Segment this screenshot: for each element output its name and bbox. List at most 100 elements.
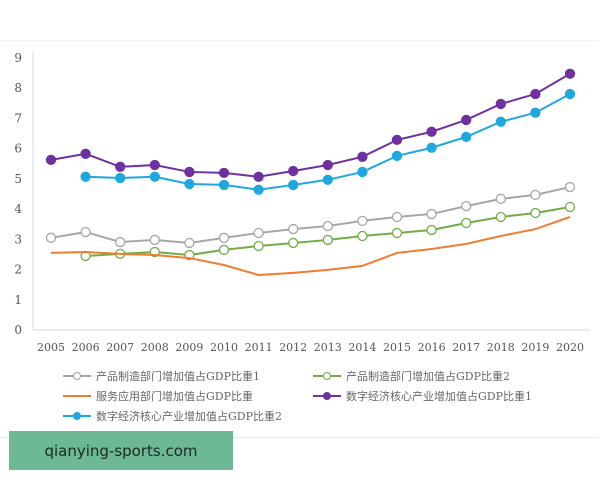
data-point <box>184 166 195 178</box>
x-tick-label: 2018 <box>487 341 515 354</box>
data-point <box>564 181 576 193</box>
data-point <box>218 232 230 243</box>
chart-frame <box>0 40 598 438</box>
data-point <box>288 179 299 191</box>
data-point <box>564 88 576 100</box>
legend-item: 数字经济核心产业增加值占GDP比重1 <box>312 388 532 404</box>
legend-item: 产品制造部门增加值占GDP比重2 <box>312 368 510 384</box>
data-point <box>253 240 264 252</box>
data-point <box>391 150 403 162</box>
data-point <box>530 189 541 201</box>
legend-marker-icon <box>63 412 91 420</box>
data-point <box>426 224 437 236</box>
data-point <box>288 165 299 177</box>
data-point <box>253 171 264 182</box>
data-point <box>530 88 541 100</box>
x-tick-label: 2019 <box>521 341 549 354</box>
data-point <box>80 226 91 238</box>
x-tick-label: 2016 <box>418 341 446 354</box>
y-tick-label: 7 <box>14 111 22 125</box>
x-tick-label: 2015 <box>383 341 411 354</box>
data-point <box>322 220 333 232</box>
watermark: qianying-sports.com <box>9 431 233 470</box>
x-tick-label: 2011 <box>245 341 273 354</box>
x-tick-label: 2020 <box>556 341 584 354</box>
data-point <box>253 227 264 239</box>
legend-label: 数字经济核心产业增加值占GDP比重2 <box>96 410 283 423</box>
legend-label: 产品制造部门增加值占GDP比重2 <box>346 370 511 383</box>
data-point <box>288 237 299 249</box>
data-point <box>461 114 472 126</box>
y-tick-label: 6 <box>14 142 22 156</box>
legend-dot <box>323 392 331 400</box>
y-tick-label: 4 <box>14 202 22 216</box>
data-point <box>426 208 437 220</box>
x-tick-label: 2014 <box>348 341 376 354</box>
data-point <box>322 174 333 185</box>
data-point <box>322 234 333 246</box>
x-tick-label: 2013 <box>314 341 342 354</box>
data-point <box>322 159 333 171</box>
data-point <box>115 172 126 184</box>
y-tick-label: 1 <box>14 293 22 307</box>
data-point <box>149 234 160 246</box>
legend-marker-icon <box>313 392 341 400</box>
data-point <box>461 200 472 212</box>
y-tick-label: 5 <box>14 172 22 186</box>
data-point <box>495 98 506 110</box>
x-tick-label: 2006 <box>72 341 100 354</box>
data-point <box>149 171 160 182</box>
legend-label: 服务应用部门增加值占GDP比重 <box>96 390 254 403</box>
data-point <box>530 207 541 219</box>
data-point <box>564 201 576 213</box>
data-point <box>495 193 506 204</box>
legend-item: 数字经济核心产业增加值占GDP比重2 <box>62 408 282 424</box>
data-point <box>426 126 437 137</box>
x-tick-label: 2012 <box>279 341 307 354</box>
data-point <box>564 68 576 79</box>
data-point <box>357 166 368 178</box>
data-point <box>357 215 368 227</box>
x-tick-label: 2017 <box>452 341 480 354</box>
data-point <box>357 151 368 162</box>
series-line <box>50 216 571 277</box>
y-tick-label: 2 <box>14 263 22 277</box>
data-point <box>184 237 195 249</box>
legend-marker-icon <box>63 372 91 380</box>
x-tick-label: 2005 <box>37 341 65 354</box>
data-point <box>80 148 91 159</box>
legend-marker-icon <box>313 372 341 380</box>
data-point <box>426 142 437 153</box>
series-line <box>50 72 571 178</box>
data-point <box>495 211 506 223</box>
data-point <box>530 107 541 118</box>
legend-item: 服务应用部门增加值占GDP比重 <box>62 388 253 404</box>
x-tick-label: 2008 <box>141 341 169 354</box>
data-point <box>115 161 126 172</box>
y-tick-label: 0 <box>14 323 22 337</box>
legend-label: 产品制造部门增加值占GDP比重1 <box>96 370 261 383</box>
legend-dot <box>73 372 81 380</box>
data-point <box>253 184 264 195</box>
y-tick-label: 9 <box>14 51 22 65</box>
legend-label: 数字经济核心产业增加值占GDP比重1 <box>346 390 533 403</box>
y-tick-label: 8 <box>14 81 22 95</box>
data-point <box>391 134 403 146</box>
x-tick-label: 2009 <box>175 341 203 354</box>
data-point <box>149 159 160 171</box>
data-point <box>461 217 472 229</box>
data-point <box>218 179 230 191</box>
legend-marker-icon <box>63 395 91 397</box>
data-point <box>45 232 57 243</box>
data-point <box>45 154 57 165</box>
data-point <box>218 244 230 256</box>
data-point <box>80 171 91 182</box>
legend-dot <box>73 412 81 420</box>
legend-dot <box>323 372 331 380</box>
data-point <box>461 131 472 143</box>
data-point <box>495 116 506 127</box>
series-line <box>50 186 571 244</box>
legend-item: 产品制造部门增加值占GDP比重1 <box>62 368 260 384</box>
x-tick-label: 2010 <box>210 341 238 354</box>
